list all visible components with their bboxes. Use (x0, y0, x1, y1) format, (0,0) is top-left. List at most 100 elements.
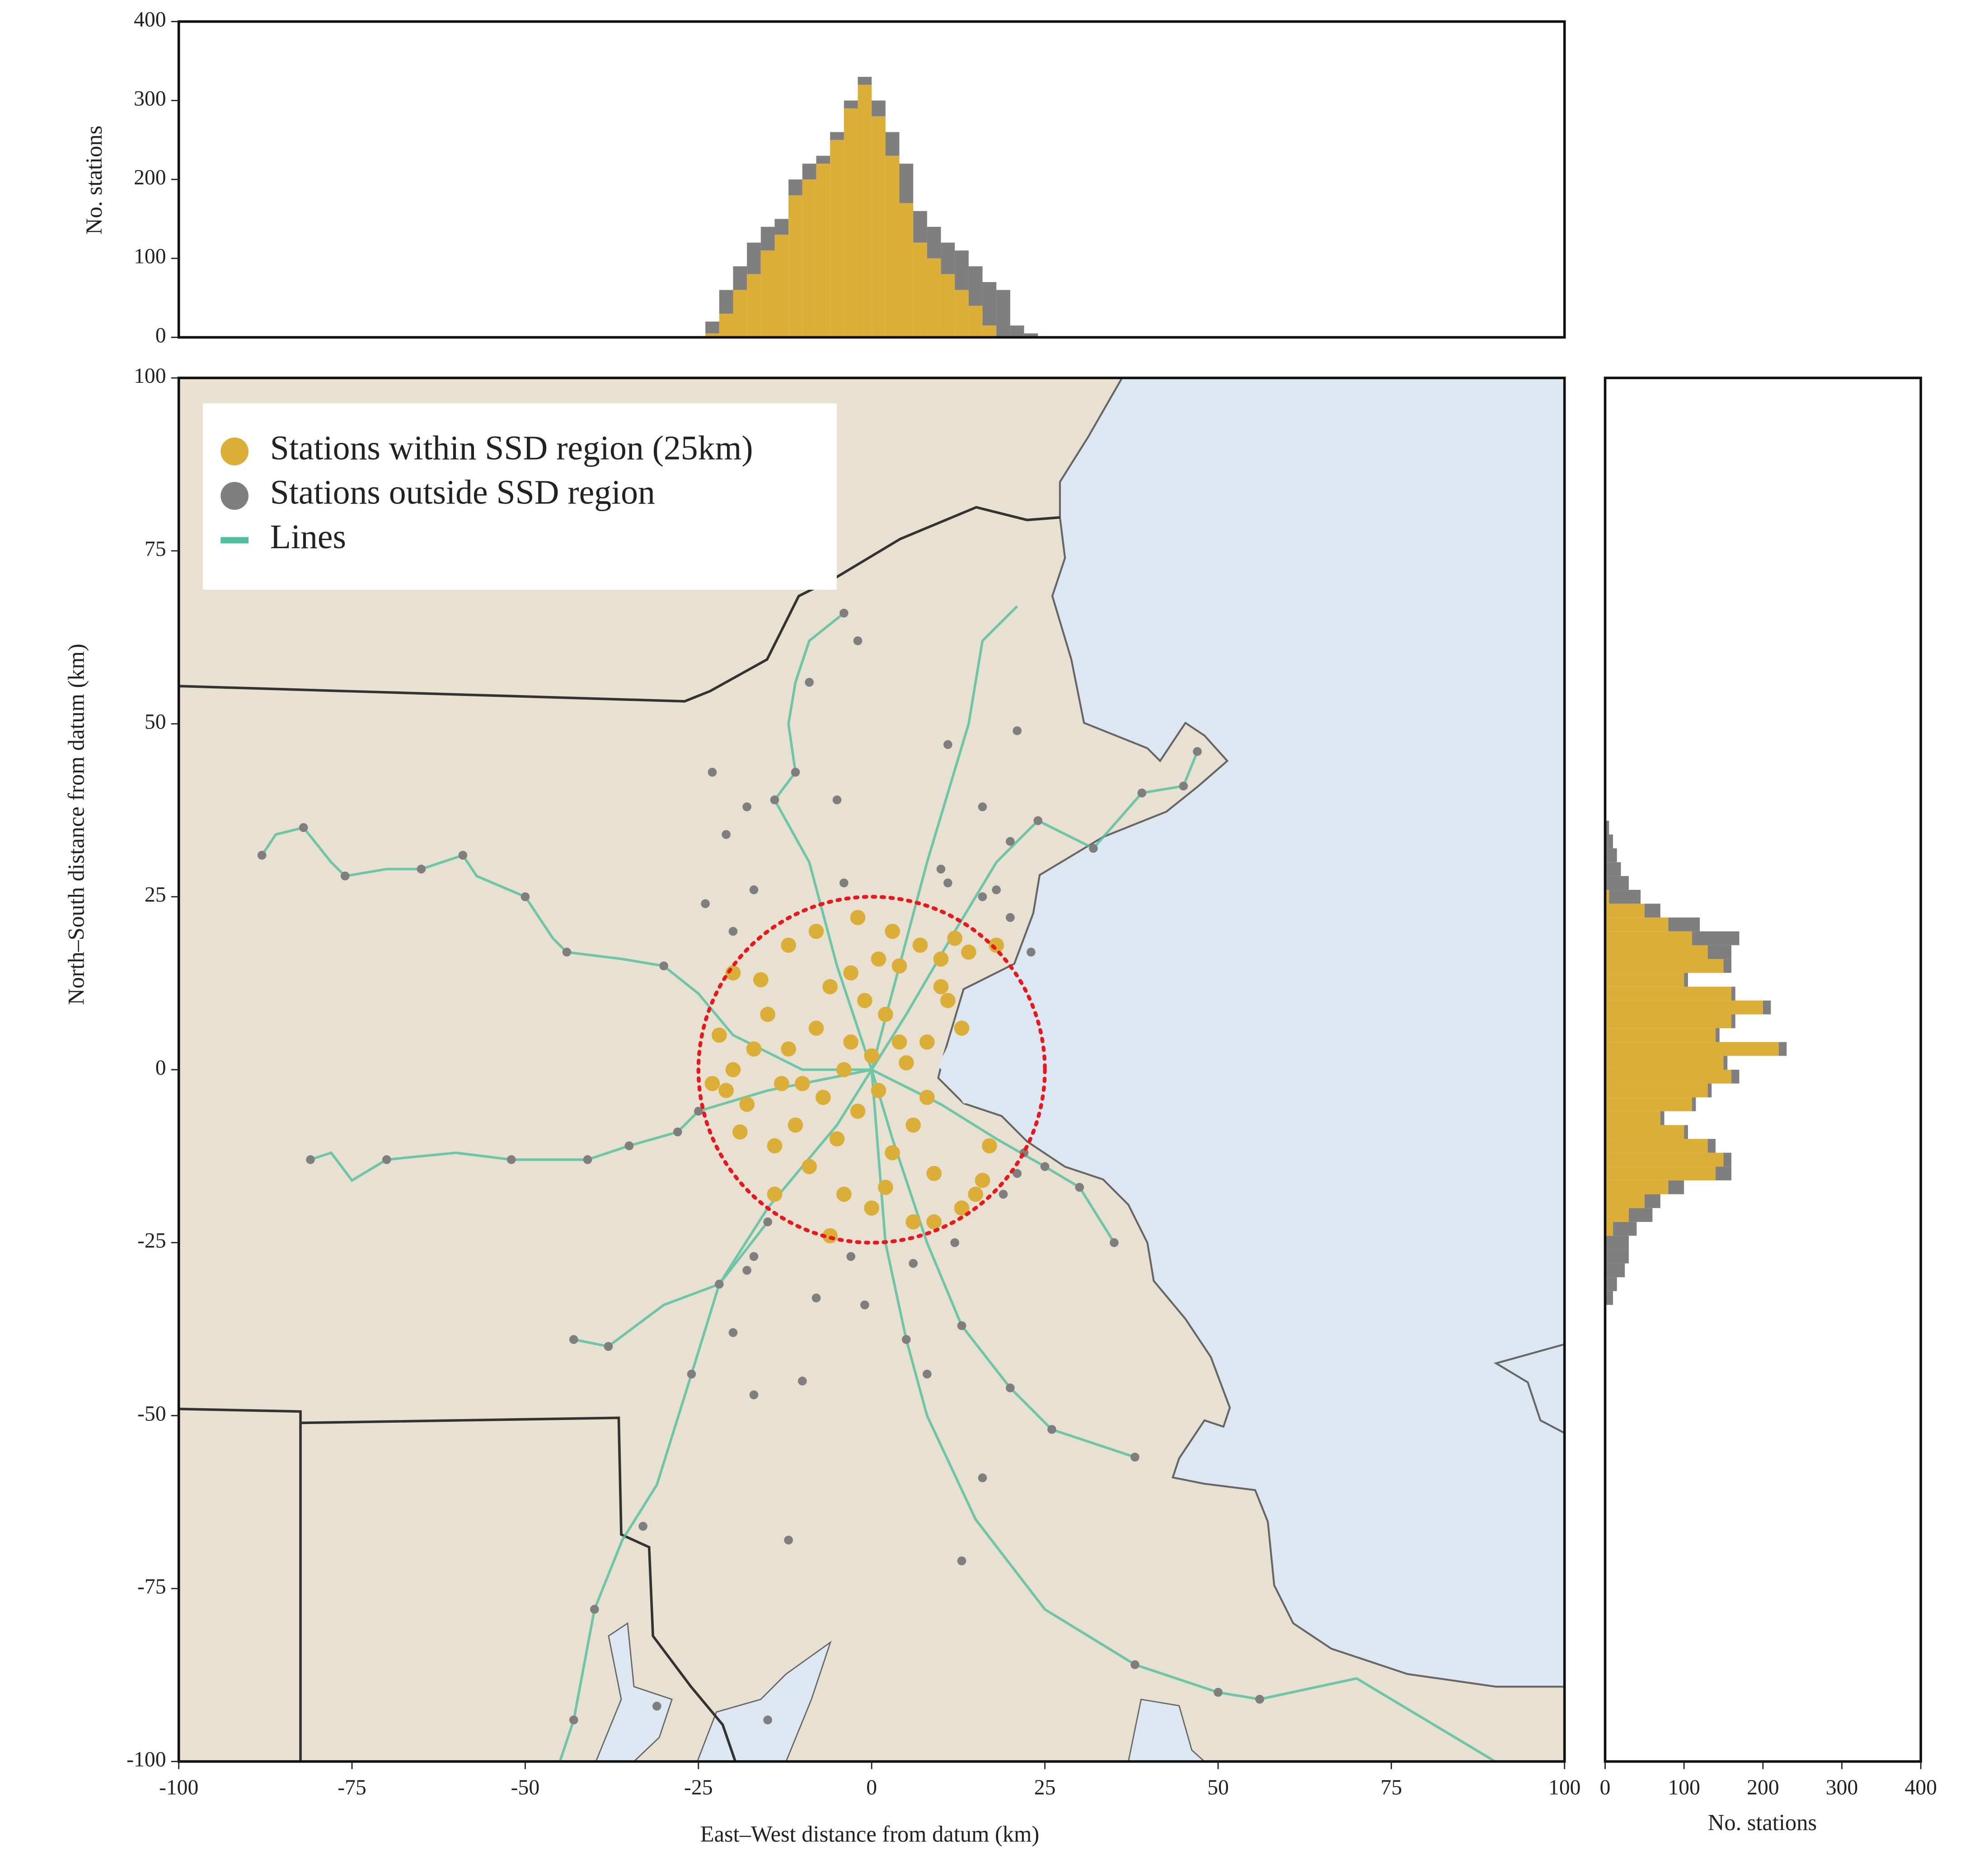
station (1013, 1169, 1022, 1178)
histogram-bar (1692, 1097, 1696, 1111)
station (885, 923, 900, 939)
station (822, 979, 838, 995)
histogram-bar (872, 116, 886, 338)
x-tick-label: 0 (866, 1775, 877, 1799)
station (978, 892, 987, 902)
station (728, 1328, 738, 1337)
histogram-bar (788, 179, 802, 196)
station (1075, 1183, 1084, 1192)
legend-label: Stations within SSD region (25km) (270, 429, 753, 467)
histogram-bar (816, 164, 830, 338)
histogram-bar (1605, 973, 1684, 987)
histogram-bar (1605, 834, 1613, 849)
station (808, 923, 824, 939)
histogram-bar (1731, 1014, 1735, 1029)
x-axis-label: East–West distance from datum (km) (700, 1821, 1039, 1847)
station (802, 1159, 817, 1175)
station (458, 851, 468, 860)
border (178, 1407, 737, 1762)
histogram-bar (1605, 848, 1617, 862)
y-tick-label: 0 (155, 1056, 166, 1080)
station (742, 1266, 751, 1275)
histogram-bar (1707, 945, 1732, 959)
station (850, 1103, 866, 1119)
histogram-bar (899, 164, 914, 203)
station (791, 767, 800, 777)
ssd-region-circle (696, 895, 1047, 1245)
station (905, 1214, 921, 1230)
station (999, 1189, 1008, 1199)
station (382, 1155, 391, 1164)
station (725, 1062, 741, 1077)
station (798, 1376, 807, 1386)
x-tick-label: 200 (1747, 1775, 1779, 1799)
legend-label: Lines (270, 518, 346, 556)
y-tick-label: 75 (145, 537, 166, 561)
histogram-bar (802, 179, 816, 338)
station (659, 961, 668, 971)
station (989, 937, 1004, 953)
histogram-bar (941, 242, 955, 274)
lake (595, 1622, 673, 1763)
station (836, 1186, 852, 1202)
histogram-bar (1723, 1152, 1732, 1167)
histogram-bar (1605, 1056, 1724, 1070)
histogram-bar (1605, 1042, 1779, 1056)
y-tick-label: 25 (145, 883, 166, 907)
station (954, 1200, 970, 1216)
histogram-bar (941, 274, 955, 338)
station (943, 878, 952, 888)
histogram-bar (802, 164, 816, 180)
histogram-bar (982, 325, 997, 338)
station (899, 1055, 914, 1071)
histogram-bar (1605, 1152, 1724, 1167)
station (767, 1138, 783, 1154)
histogram-bar (1731, 987, 1735, 1001)
plots: Stations within SSD region (25km) Station… (127, 8, 1937, 1800)
station (1006, 837, 1015, 846)
histogram-bar (1605, 1263, 1625, 1278)
histogram-bar (885, 155, 900, 338)
station (715, 1279, 724, 1289)
station (957, 1556, 966, 1566)
histogram-bar (1605, 862, 1621, 876)
station (978, 802, 987, 812)
station (774, 1076, 789, 1091)
station (846, 1252, 856, 1261)
station (832, 795, 842, 804)
station (878, 1006, 893, 1022)
station (583, 1155, 592, 1164)
x-tick-label: 25 (1034, 1775, 1056, 1799)
station (749, 885, 759, 894)
histogram-bar (1605, 1069, 1732, 1084)
histogram-bar (1778, 1042, 1787, 1056)
station (506, 1155, 516, 1164)
histogram-bar (1605, 1083, 1708, 1098)
station (923, 1369, 932, 1379)
y-tick-label: 50 (145, 710, 166, 734)
station (1214, 1688, 1223, 1697)
station (638, 1522, 647, 1531)
station (1040, 1162, 1050, 1171)
station (728, 926, 738, 936)
y-tick-label: 0 (155, 323, 166, 347)
histogram-bar (1605, 1139, 1708, 1153)
histogram-bar (1024, 333, 1038, 338)
legend-label: Stations outside SSD region (270, 474, 655, 512)
histogram-bar (1716, 1166, 1732, 1180)
station (933, 979, 949, 995)
station (1193, 747, 1202, 756)
station (860, 1300, 869, 1310)
x-tick-label: 300 (1826, 1775, 1858, 1799)
histogram-bar (996, 290, 1010, 338)
station (520, 892, 530, 902)
station (417, 865, 426, 874)
station (749, 1252, 759, 1261)
station (811, 1293, 821, 1302)
histogram-bar (844, 100, 858, 108)
x-tick-label: -25 (684, 1775, 713, 1799)
station (770, 795, 779, 804)
station (746, 1041, 762, 1057)
histogram-bar (844, 108, 858, 338)
x-tick-label: 100 (1668, 1775, 1700, 1799)
